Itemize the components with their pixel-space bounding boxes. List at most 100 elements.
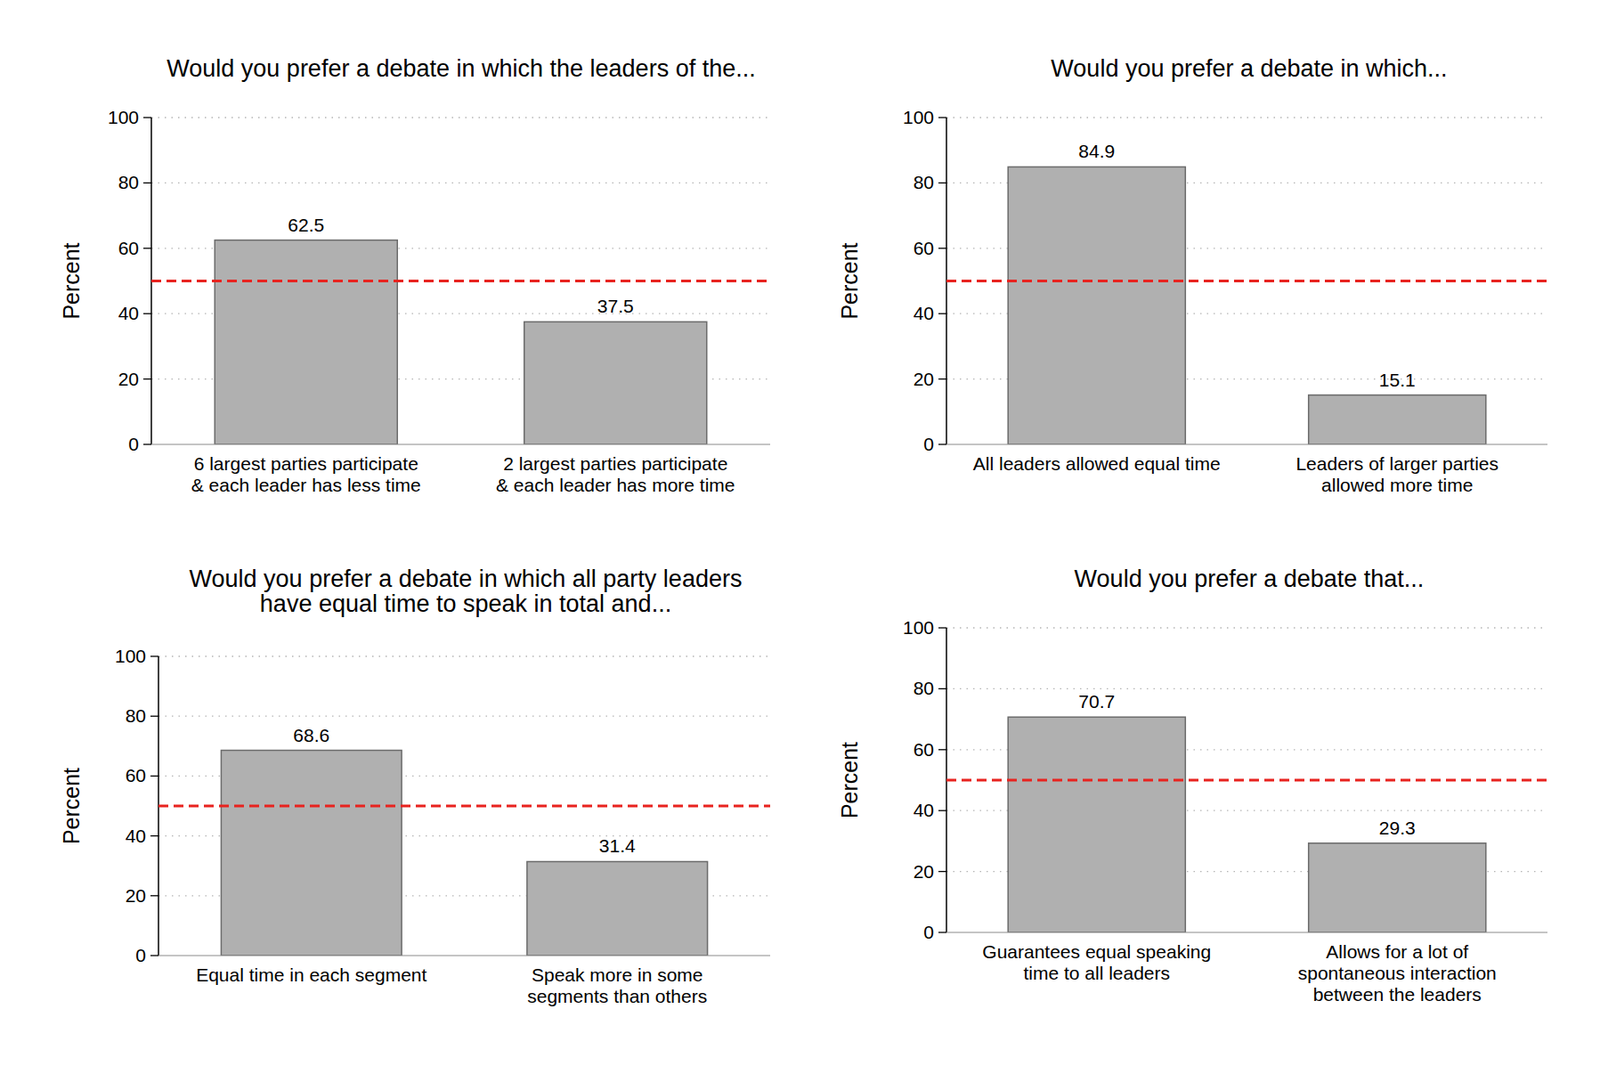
category-label: Guarantees equal speakingtime to all lea… — [982, 941, 1211, 983]
bar — [220, 750, 402, 956]
tick-label: 100 — [114, 645, 147, 666]
bar — [527, 860, 708, 956]
tick-mark — [938, 688, 947, 690]
tick-mark — [938, 443, 947, 445]
reference-line — [151, 279, 771, 283]
bar — [214, 240, 398, 445]
title: Would you prefer a debate in which the l… — [166, 55, 756, 82]
title: Would you prefer a debate in which... — [1050, 55, 1447, 82]
axis-label: Percent — [836, 741, 862, 819]
tick-label: 20 — [913, 368, 935, 390]
data-label: 84.9 — [1078, 140, 1115, 162]
tick-label: 0 — [128, 433, 139, 455]
tick-mark — [150, 894, 159, 896]
tick-mark — [938, 182, 947, 184]
category-label: All leaders allowed equal time — [973, 453, 1221, 474]
x-axis — [946, 932, 1548, 934]
category-label: Equal time in each segment — [195, 964, 427, 985]
panel: Would you prefer a debate in which the l… — [58, 55, 771, 496]
tick-label: 60 — [125, 764, 147, 786]
panel: Would you prefer a debate in which... 0 20… — [836, 55, 1548, 496]
category-label: 6 largest parties participate& each lead… — [191, 453, 422, 496]
tick-label: 40 — [913, 302, 935, 324]
tick-mark — [938, 116, 947, 118]
tick-mark — [143, 443, 152, 445]
grid-line — [158, 715, 771, 717]
tick-mark — [143, 116, 152, 118]
data-label: 70.7 — [1078, 690, 1115, 712]
tick-mark — [938, 378, 947, 380]
bar — [1007, 716, 1186, 933]
tick-label: 100 — [902, 106, 935, 128]
panel: Would you prefer a debate that... 0 20 40 60… — [836, 565, 1548, 1005]
x-axis — [158, 955, 771, 957]
figure: Would you prefer a debate in which the l… — [0, 0, 1600, 1066]
data-label: 37.5 — [597, 295, 634, 317]
tick-mark — [938, 247, 947, 249]
reference — [946, 280, 1548, 282]
data-label: 31.4 — [599, 835, 636, 856]
tick-label: 0 — [135, 944, 147, 966]
bars — [220, 750, 707, 956]
tick-label: 80 — [125, 705, 147, 726]
bars — [214, 240, 707, 445]
data-label: 29.3 — [1379, 817, 1416, 838]
labels: 84.9All leaders allowed equal time15.1Le… — [973, 140, 1499, 496]
tick-label: 60 — [913, 237, 935, 259]
axis-label: Percent — [836, 242, 862, 319]
tick-label: 0 — [923, 921, 935, 943]
reference — [158, 805, 771, 807]
grid-line — [946, 688, 1548, 690]
tick-mark — [143, 313, 152, 315]
category-label: 2 largest parties participate& each lead… — [495, 453, 735, 496]
tick-mark — [938, 313, 947, 315]
bar — [1308, 395, 1487, 445]
tick-mark — [938, 931, 947, 933]
tick-label: 20 — [118, 368, 139, 390]
reference-line — [946, 779, 1548, 782]
bars — [1007, 166, 1487, 445]
tick-label: 60 — [913, 739, 935, 760]
bar — [1007, 166, 1186, 445]
tick-mark — [938, 810, 947, 812]
tick-label: 40 — [118, 302, 139, 324]
reference-line — [158, 804, 771, 808]
tick-mark — [938, 870, 947, 872]
labels: 68.6Equal time in each segment31.4Speak … — [195, 724, 707, 1007]
labels: 62.5 6 largest parties participate& each … — [191, 214, 736, 496]
title: Would you prefer a debate that... — [1074, 565, 1425, 593]
panel: Would you prefer a debate in which all p… — [58, 565, 771, 1007]
data-label: 62.5 — [287, 214, 325, 236]
tick-mark — [143, 182, 152, 184]
tick-mark — [150, 655, 159, 657]
reference — [946, 779, 1548, 781]
tick-label: 40 — [125, 825, 147, 846]
tick-label: 20 — [125, 885, 147, 906]
tick-mark — [150, 954, 159, 956]
tick-mark — [150, 775, 159, 777]
tick-mark — [143, 378, 152, 380]
tick-mark — [150, 835, 159, 837]
grid-line — [151, 182, 771, 184]
tick-label: 60 — [118, 237, 139, 259]
tick-label: 100 — [107, 106, 139, 128]
tick-label: 0 — [923, 433, 935, 455]
category-label: Speak more in somesegments than others — [527, 964, 707, 1007]
tick-label: 100 — [902, 617, 935, 638]
grid-line — [151, 116, 771, 118]
grid-line — [158, 655, 771, 657]
title: Would you prefer a debate in which all p… — [189, 565, 743, 618]
tick-label: 80 — [118, 171, 139, 193]
tick-label: 40 — [913, 799, 935, 821]
tick-label: 80 — [913, 171, 935, 193]
bars — [1007, 716, 1487, 933]
grid-line — [946, 116, 1548, 118]
axis-label: Percent — [58, 767, 84, 845]
reference — [151, 280, 771, 282]
tick-mark — [150, 715, 159, 717]
x-axis — [151, 444, 771, 446]
category-label: Leaders of larger partiesallowed more ti… — [1295, 453, 1499, 496]
tick-label: 20 — [913, 860, 935, 882]
category-label: Allows for a lot ofspontaneous interacti… — [1298, 941, 1497, 1005]
grid-line — [946, 626, 1548, 628]
